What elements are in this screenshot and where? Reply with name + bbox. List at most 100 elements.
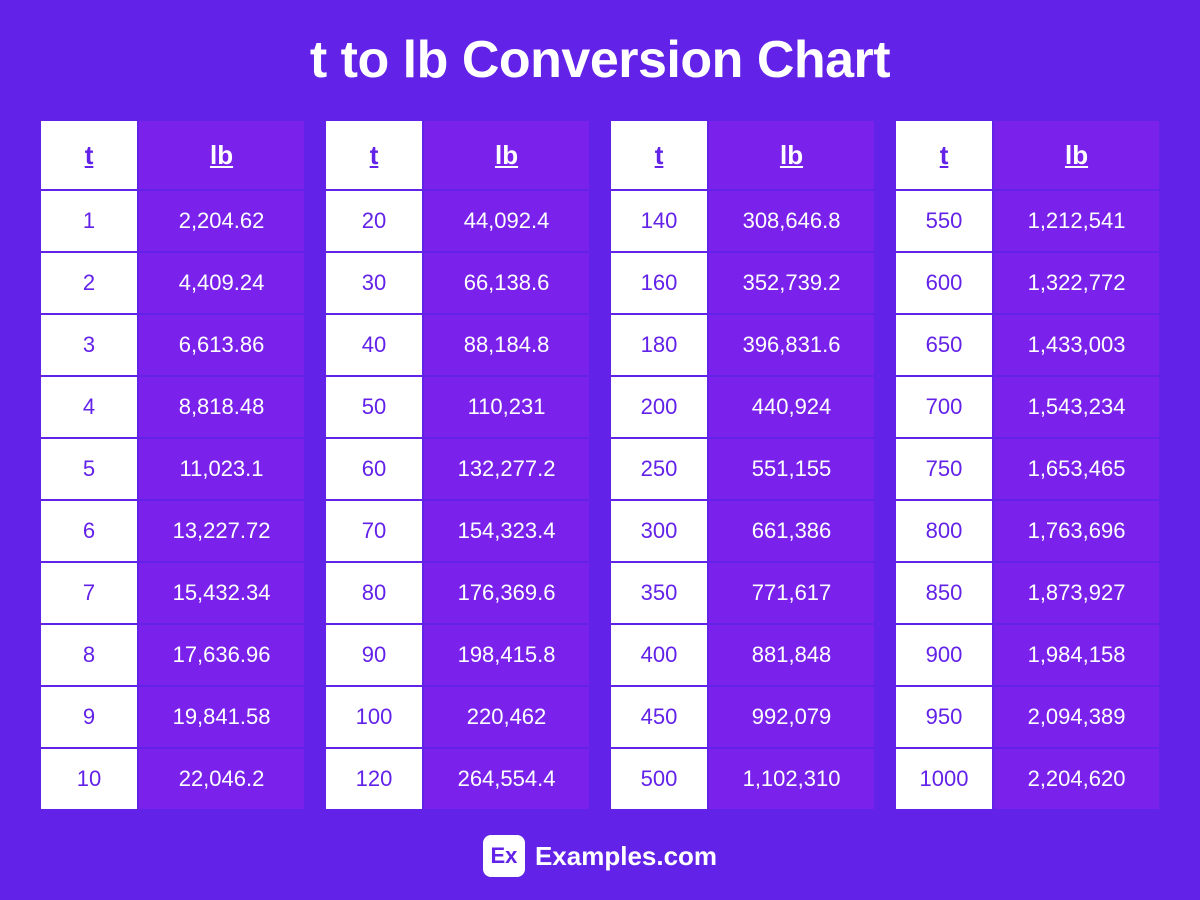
header-lb: lb xyxy=(708,120,875,190)
cell-lb: 1,322,772 xyxy=(993,252,1160,314)
cell-lb: 440,924 xyxy=(708,376,875,438)
header-lb: lb xyxy=(423,120,590,190)
table-row: 9502,094,389 xyxy=(895,686,1160,748)
cell-lb: 198,415.8 xyxy=(423,624,590,686)
cell-lb: 1,873,927 xyxy=(993,562,1160,624)
table-row: 90198,415.8 xyxy=(325,624,590,686)
cell-lb: 8,818.48 xyxy=(138,376,305,438)
cell-t: 180 xyxy=(610,314,708,376)
cell-lb: 220,462 xyxy=(423,686,590,748)
cell-t: 4 xyxy=(40,376,138,438)
conversion-table-1: tlb12,204.6224,409.2436,613.8648,818.485… xyxy=(40,120,305,810)
table-row: 1022,046.2 xyxy=(40,748,305,810)
header-t: t xyxy=(40,120,138,190)
cell-t: 160 xyxy=(610,252,708,314)
cell-t: 40 xyxy=(325,314,423,376)
cell-lb: 1,543,234 xyxy=(993,376,1160,438)
table-row: 140308,646.8 xyxy=(610,190,875,252)
cell-t: 2 xyxy=(40,252,138,314)
cell-lb: 22,046.2 xyxy=(138,748,305,810)
header-lb: lb xyxy=(993,120,1160,190)
table-row: 5001,102,310 xyxy=(610,748,875,810)
cell-lb: 1,102,310 xyxy=(708,748,875,810)
cell-t: 200 xyxy=(610,376,708,438)
cell-t: 20 xyxy=(325,190,423,252)
cell-lb: 11,023.1 xyxy=(138,438,305,500)
cell-lb: 308,646.8 xyxy=(708,190,875,252)
cell-t: 60 xyxy=(325,438,423,500)
cell-t: 3 xyxy=(40,314,138,376)
cell-t: 600 xyxy=(895,252,993,314)
cell-lb: 17,636.96 xyxy=(138,624,305,686)
cell-lb: 4,409.24 xyxy=(138,252,305,314)
cell-lb: 13,227.72 xyxy=(138,500,305,562)
header-t: t xyxy=(325,120,423,190)
cell-t: 1 xyxy=(40,190,138,252)
table-row: 6001,322,772 xyxy=(895,252,1160,314)
table-row: 350771,617 xyxy=(610,562,875,624)
cell-lb: 176,369.6 xyxy=(423,562,590,624)
table-row: 180396,831.6 xyxy=(610,314,875,376)
header-lb: lb xyxy=(138,120,305,190)
table-row: 7501,653,465 xyxy=(895,438,1160,500)
cell-t: 300 xyxy=(610,500,708,562)
footer: Ex Examples.com xyxy=(483,835,717,877)
cell-lb: 881,848 xyxy=(708,624,875,686)
table-row: 400881,848 xyxy=(610,624,875,686)
cell-lb: 15,432.34 xyxy=(138,562,305,624)
cell-lb: 264,554.4 xyxy=(423,748,590,810)
table-row: 8501,873,927 xyxy=(895,562,1160,624)
cell-t: 8 xyxy=(40,624,138,686)
table-row: 6501,433,003 xyxy=(895,314,1160,376)
table-row: 300661,386 xyxy=(610,500,875,562)
table-row: 160352,739.2 xyxy=(610,252,875,314)
table-row: 70154,323.4 xyxy=(325,500,590,562)
table-row: 715,432.34 xyxy=(40,562,305,624)
table-row: 80176,369.6 xyxy=(325,562,590,624)
cell-t: 100 xyxy=(325,686,423,748)
cell-t: 750 xyxy=(895,438,993,500)
tables-container: tlb12,204.6224,409.2436,613.8648,818.485… xyxy=(40,120,1160,810)
cell-lb: 396,831.6 xyxy=(708,314,875,376)
cell-lb: 66,138.6 xyxy=(423,252,590,314)
conversion-table-2: tlb2044,092.43066,138.64088,184.850110,2… xyxy=(325,120,590,810)
cell-lb: 19,841.58 xyxy=(138,686,305,748)
table-row: 4088,184.8 xyxy=(325,314,590,376)
cell-lb: 551,155 xyxy=(708,438,875,500)
cell-lb: 2,094,389 xyxy=(993,686,1160,748)
brand-name: Examples.com xyxy=(535,841,717,872)
cell-t: 700 xyxy=(895,376,993,438)
logo-icon: Ex xyxy=(483,835,525,877)
table-row: 919,841.58 xyxy=(40,686,305,748)
cell-lb: 132,277.2 xyxy=(423,438,590,500)
cell-lb: 44,092.4 xyxy=(423,190,590,252)
cell-t: 9 xyxy=(40,686,138,748)
cell-t: 850 xyxy=(895,562,993,624)
table-row: 817,636.96 xyxy=(40,624,305,686)
cell-lb: 1,984,158 xyxy=(993,624,1160,686)
header-t: t xyxy=(895,120,993,190)
cell-t: 10 xyxy=(40,748,138,810)
cell-t: 450 xyxy=(610,686,708,748)
header-t: t xyxy=(610,120,708,190)
cell-lb: 1,433,003 xyxy=(993,314,1160,376)
cell-t: 400 xyxy=(610,624,708,686)
cell-t: 800 xyxy=(895,500,993,562)
cell-lb: 1,653,465 xyxy=(993,438,1160,500)
table-row: 8001,763,696 xyxy=(895,500,1160,562)
cell-t: 120 xyxy=(325,748,423,810)
table-row: 3066,138.6 xyxy=(325,252,590,314)
cell-lb: 771,617 xyxy=(708,562,875,624)
table-row: 60132,277.2 xyxy=(325,438,590,500)
table-row: 450992,079 xyxy=(610,686,875,748)
cell-lb: 1,212,541 xyxy=(993,190,1160,252)
table-row: 50110,231 xyxy=(325,376,590,438)
cell-t: 500 xyxy=(610,748,708,810)
cell-t: 350 xyxy=(610,562,708,624)
cell-t: 80 xyxy=(325,562,423,624)
cell-t: 7 xyxy=(40,562,138,624)
cell-lb: 154,323.4 xyxy=(423,500,590,562)
cell-lb: 2,204,620 xyxy=(993,748,1160,810)
cell-t: 950 xyxy=(895,686,993,748)
cell-lb: 2,204.62 xyxy=(138,190,305,252)
